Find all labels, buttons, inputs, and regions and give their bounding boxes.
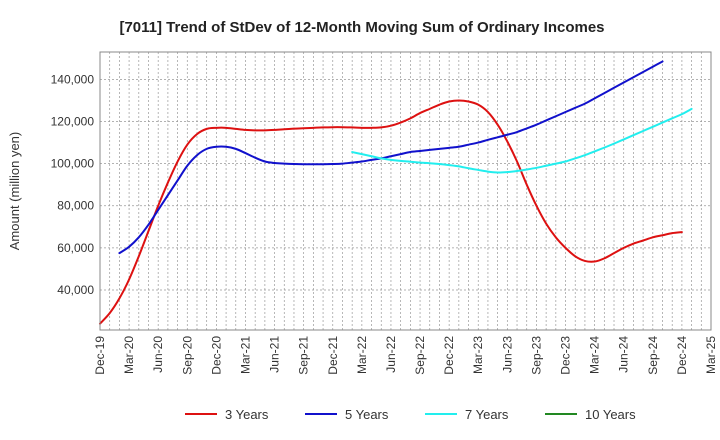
- x-tick-label: Dec-19: [93, 336, 107, 375]
- y-tick-label: 60,000: [57, 241, 94, 255]
- x-tick-label: Sep-23: [529, 336, 543, 375]
- legend-label: 5 Years: [345, 407, 389, 422]
- x-tick-label: Jun-20: [151, 336, 165, 373]
- x-tick-label: Jun-24: [617, 336, 631, 373]
- legend-label: 3 Years: [225, 407, 269, 422]
- x-tick-label: Sep-22: [413, 336, 427, 375]
- legend-item-3-years: 3 Years: [185, 407, 269, 422]
- y-tick-label: 140,000: [51, 72, 95, 86]
- x-tick-label: Mar-25: [704, 336, 718, 374]
- series-line-5-years: [118, 60, 664, 255]
- legend-item-5-years: 5 Years: [305, 407, 389, 422]
- x-tick-label: Jun-23: [500, 336, 514, 373]
- legend-item-10-years: 10 Years: [545, 407, 636, 422]
- x-tick-label: Sep-20: [180, 336, 194, 375]
- plot-area: [100, 52, 711, 330]
- x-tick-label: Sep-24: [646, 336, 660, 375]
- legend-label: 7 Years: [465, 407, 509, 422]
- x-tick-label: Dec-22: [442, 336, 456, 375]
- y-tick-label: 120,000: [51, 115, 95, 129]
- y-axis: 40,000 60,000 80,000 100,000 120,000 140,000: [51, 72, 95, 297]
- legend: 3 Years 5 Years 7 Years 10 Years: [185, 407, 636, 422]
- x-tick-label: Jun-21: [268, 336, 282, 373]
- legend-label: 10 Years: [585, 407, 636, 422]
- x-tick-label: Mar-21: [238, 336, 252, 374]
- x-tick-label: Jun-22: [384, 336, 398, 373]
- chart-title: [7011] Trend of StDev of 12-Month Moving…: [119, 19, 604, 36]
- x-axis: Dec-19 Mar-20 Jun-20 Sep-20 Dec-20 Mar-21 Jun-…: [93, 336, 718, 375]
- series-line-3-years: [99, 99, 683, 325]
- x-tick-label: Dec-23: [559, 336, 573, 375]
- y-tick-label: 80,000: [57, 199, 94, 213]
- y-axis-label: Amount (million yen): [7, 132, 22, 251]
- x-tick-label: Sep-21: [297, 336, 311, 375]
- x-tick-label: Dec-21: [326, 336, 340, 375]
- y-tick-label: 40,000: [57, 283, 94, 297]
- x-tick-label: Mar-20: [122, 336, 136, 374]
- legend-item-7-years: 7 Years: [425, 407, 509, 422]
- plot-frame: [99, 51, 712, 331]
- x-tick-label: Mar-23: [471, 336, 485, 374]
- series-line-7-years: [351, 107, 693, 174]
- x-tick-label: Dec-24: [675, 336, 689, 375]
- x-tick-label: Dec-20: [209, 336, 223, 375]
- x-tick-label: Mar-22: [355, 336, 369, 374]
- series-lines: [99, 60, 693, 325]
- y-tick-label: 100,000: [51, 157, 95, 171]
- x-tick-label: Mar-24: [588, 336, 602, 374]
